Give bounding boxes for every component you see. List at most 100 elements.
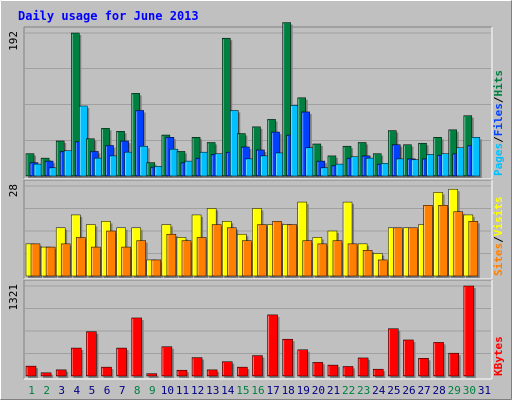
bar-face: [176, 369, 188, 377]
day-16-bars: [252, 355, 265, 378]
bar-face: [30, 243, 41, 277]
day-26-bars: [403, 227, 420, 278]
x-tick-label-16: 16: [251, 384, 264, 397]
day-4-bars: [71, 32, 90, 178]
day-16-bars: [252, 208, 269, 278]
bar-face: [146, 373, 158, 377]
bar-face: [139, 145, 148, 177]
day-10-bars: [161, 134, 180, 178]
day-25-bars: [388, 328, 401, 378]
bar-face: [191, 357, 203, 377]
bar-shadow: [148, 375, 159, 378]
day-11-bars: [176, 237, 193, 278]
bar-sites-day-1: [30, 243, 42, 278]
legend-kbytes: KBytes: [492, 336, 505, 376]
day-1-bars: [25, 153, 44, 178]
bar-face: [388, 328, 399, 377]
bar-face: [438, 205, 448, 277]
bar-sites-day-24: [377, 259, 390, 278]
bar-kbytes-day-28: [433, 342, 446, 378]
bar-face: [468, 221, 479, 277]
bar-kbytes-day-29: [448, 352, 461, 378]
bar-face: [347, 243, 358, 277]
bar-face: [453, 211, 463, 277]
bar-kbytes-day-19: [297, 349, 310, 378]
bar-face: [272, 221, 282, 277]
day-3-bars: [55, 227, 73, 278]
x-tick-label-24: 24: [372, 384, 386, 397]
bar-face: [227, 227, 237, 277]
day-29-bars: [448, 129, 467, 178]
x-tick-label-20: 20: [312, 384, 325, 397]
bar-kbytes-day-15: [237, 366, 250, 378]
bar-sites-day-15: [242, 240, 254, 278]
day-1-bars: [25, 243, 42, 278]
bar-face: [40, 372, 52, 377]
x-tick-label-15: 15: [236, 384, 249, 397]
day-28-bars: [433, 342, 446, 378]
day-6-bars: [101, 221, 118, 278]
bar-sites-day-30: [468, 221, 480, 278]
bar-face: [267, 314, 278, 377]
day-17-bars: [267, 221, 284, 278]
bar-sites-day-4: [76, 237, 88, 278]
day-20-bars: [312, 362, 325, 378]
day-20-bars: [312, 143, 331, 178]
bar-face: [151, 259, 162, 277]
x-tick-label-11: 11: [176, 384, 189, 397]
bar-face: [342, 201, 353, 277]
bar-face: [45, 246, 56, 277]
day-24-bars: [372, 253, 390, 278]
bar-kbytes-day-12: [191, 357, 205, 378]
bar-sites-day-14: [227, 227, 239, 278]
bar-kbytes-day-24: [372, 368, 386, 378]
bar-face: [76, 237, 86, 277]
bar-kbytes-day-6: [101, 366, 114, 378]
bar-kbytes-day-25: [388, 328, 401, 378]
bar-sites-day-23: [362, 250, 375, 278]
day-9-bars: [146, 162, 165, 178]
bar-face: [327, 364, 339, 377]
day-21-bars: [327, 364, 340, 378]
bar-sites-day-25: [393, 227, 405, 278]
day-6-bars: [101, 366, 114, 378]
bar-sites-day-17: [272, 221, 284, 278]
day-17-bars: [267, 119, 286, 178]
bar-sites-day-22: [347, 243, 360, 278]
bar-face: [257, 224, 267, 277]
day-7-bars: [116, 227, 133, 278]
day-25-bars: [388, 130, 407, 178]
bar-visits-day-22: [342, 201, 355, 278]
day-4-bars: [71, 347, 84, 378]
day-23-bars: [357, 357, 371, 378]
bar-sites-day-13: [211, 224, 224, 278]
bar-kbytes-day-2: [40, 372, 54, 378]
bar-face: [423, 205, 433, 277]
day-26-bars: [403, 144, 422, 178]
bar-kbytes-day-3: [55, 369, 69, 378]
bar-face: [121, 246, 131, 277]
day-11-bars: [176, 369, 189, 378]
day-20-bars: [312, 237, 329, 278]
x-axis-labels: 1 2 3 4 5 6 7 8 9 10 11 12 13 14 15 16 17 18 19 20 21 22 23 24 2…: [28, 384, 491, 397]
day-3-bars: [55, 140, 75, 178]
x-tick-label-6: 6: [104, 384, 111, 397]
bar-sites-day-16: [257, 224, 269, 278]
y-max-label: 192: [7, 31, 20, 51]
day-27-bars: [418, 205, 435, 278]
day-24-bars: [372, 368, 386, 378]
day-5-bars: [86, 138, 105, 178]
day-24-bars: [372, 153, 392, 178]
bar-kbytes-day-26: [403, 339, 416, 378]
day-5-bars: [86, 224, 103, 278]
x-tick-label-12: 12: [191, 384, 204, 397]
day-2-bars: [40, 246, 58, 278]
x-tick-label-1: 1: [28, 384, 35, 397]
bar-kbytes-day-9: [146, 373, 159, 378]
x-tick-label-19: 19: [297, 384, 310, 397]
day-9-bars: [146, 373, 159, 378]
bar-sites-day-12: [196, 237, 209, 278]
x-tick-label-10: 10: [161, 384, 174, 397]
bar-sites-day-10: [166, 233, 178, 278]
